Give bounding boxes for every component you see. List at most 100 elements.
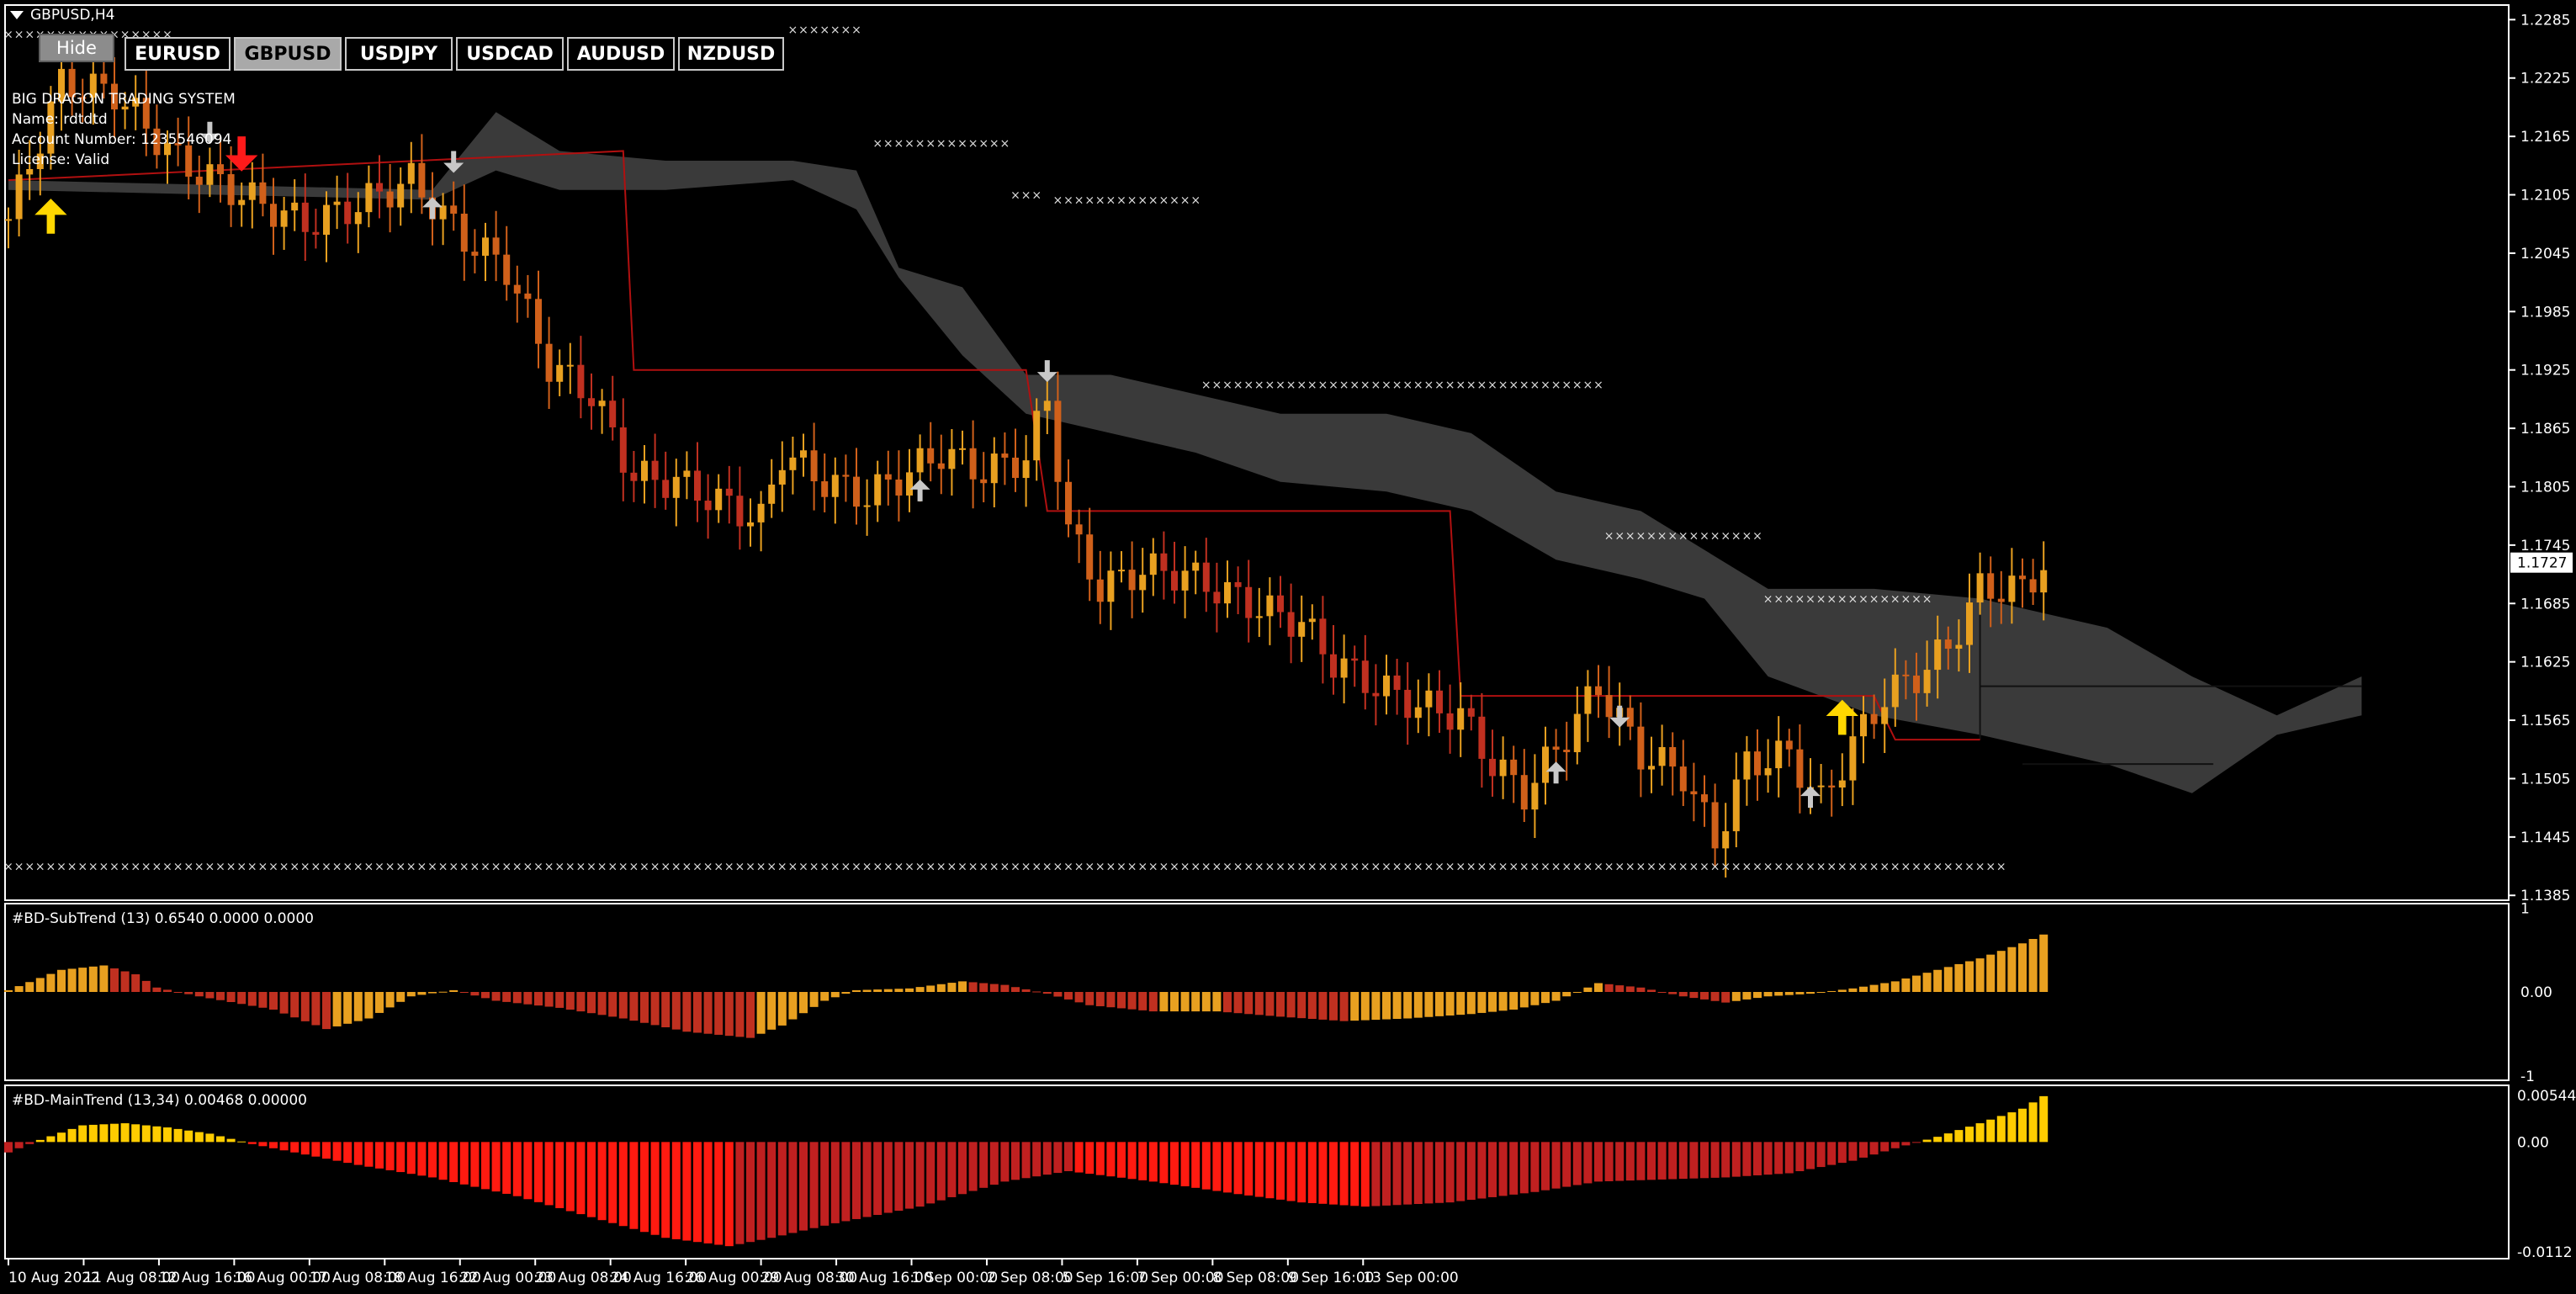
subtrend-bar (1827, 990, 1837, 992)
time-tick-label: 2 Sep 08:00 (987, 1270, 1073, 1286)
signal-x-mark: × (1614, 529, 1625, 543)
symbol-button-nzdusd[interactable]: NZDUSD (678, 37, 784, 71)
candle-body (1669, 746, 1677, 767)
signal-x-mark: × (1381, 861, 1391, 874)
maintrend-bar (99, 1124, 109, 1143)
signal-x-mark: × (109, 29, 119, 42)
signal-x-mark: × (1053, 861, 1063, 874)
symbol-button-eurusd[interactable]: EURUSD (125, 37, 231, 71)
signal-x-mark: × (1583, 861, 1593, 874)
signal-x-mark: × (1349, 379, 1360, 392)
candle-body (482, 237, 489, 256)
maintrend-bar (1042, 1142, 1052, 1175)
maintrend-bar (809, 1142, 819, 1228)
symbol-button-usdcad[interactable]: USDCAD (456, 37, 564, 71)
signal-x-mark: × (1307, 861, 1317, 874)
subtrend-bar (608, 992, 617, 1017)
subtrend-bar (290, 992, 299, 1018)
subtrend-bar (1074, 992, 1084, 1003)
maintrend-bar (1318, 1142, 1328, 1204)
candle-body (1383, 675, 1390, 697)
signal-x-mark: × (894, 137, 904, 151)
signal-x-mark: × (1869, 861, 1879, 874)
subtrend-bar (1625, 986, 1635, 992)
signal-x-mark: × (968, 137, 978, 151)
candle-body (778, 469, 786, 485)
maintrend-bar (1435, 1142, 1444, 1203)
maintrend-bar (905, 1142, 914, 1209)
signal-x-mark: × (1307, 379, 1317, 392)
subtrend-bar (777, 992, 787, 1026)
signal-x-mark: × (183, 861, 193, 874)
window-title[interactable]: GBPUSD,H4 (10, 7, 114, 24)
menu-triangle-icon[interactable] (10, 11, 24, 19)
signal-x-mark: × (1328, 379, 1338, 392)
symbol-button-usdjpy[interactable]: USDJPY (345, 37, 453, 71)
signal-x-mark: × (1604, 529, 1614, 543)
signal-x-mark: × (99, 861, 109, 874)
candle-body (630, 472, 638, 481)
signal-x-mark: × (215, 861, 225, 874)
subtrend-bar (332, 992, 342, 1026)
signal-x-mark: × (1190, 194, 1201, 207)
signal-x-mark: × (915, 137, 925, 151)
subtrend-bar (279, 992, 289, 1014)
signal-x-mark: × (1116, 194, 1126, 207)
signal-x-mark: × (830, 24, 840, 37)
signal-x-mark: × (809, 24, 819, 37)
hide-button[interactable]: Hide (39, 34, 114, 62)
signal-x-mark: × (109, 861, 119, 874)
maintrend-bar (693, 1142, 702, 1243)
signal-x-mark: × (894, 861, 904, 874)
symbol-button-gbpusd[interactable]: GBPUSD (234, 37, 342, 71)
price-tick-label: 1.1385 (2520, 888, 2570, 904)
maintrend-bar (1795, 1142, 1805, 1172)
candle-body (1605, 695, 1613, 718)
current-price-label: 1.1727 (2517, 555, 2567, 572)
maintrend-bar (1551, 1142, 1561, 1189)
candle-body (26, 168, 34, 175)
maintrend-bar (1583, 1142, 1593, 1184)
signal-x-mark: × (1074, 861, 1084, 874)
candle-body (1404, 689, 1412, 719)
maintrend-bar (4, 1142, 13, 1153)
candle-body (609, 400, 617, 427)
candle-body (768, 484, 776, 504)
subtrend-bar (883, 989, 893, 992)
time-tick-label: 5 Sep 16:00 (1062, 1270, 1148, 1286)
time-tick-label: 12 Aug 16:00 (159, 1270, 256, 1286)
signal-x-mark: × (342, 861, 352, 874)
candle-body (1849, 736, 1857, 781)
signal-x-mark: × (1328, 861, 1338, 874)
maintrend-bar (343, 1142, 352, 1164)
candle-body (1033, 411, 1041, 461)
candle-body (2019, 575, 2026, 580)
signal-x-mark: × (268, 861, 278, 874)
signal-x-mark: × (1954, 861, 1964, 874)
candle-body (874, 474, 882, 506)
price-tick-label: 1.1565 (2520, 713, 2570, 729)
signal-x-mark: × (1922, 592, 1932, 606)
subtrend-bar (1318, 992, 1328, 1020)
maintrend-bar (735, 1142, 745, 1244)
candle-body (1096, 579, 1104, 602)
subtrend-bar (1965, 961, 1974, 992)
signal-x-mark: × (1848, 592, 1858, 606)
maintrend-bar (1159, 1142, 1169, 1184)
price-tick-label: 1.2225 (2520, 71, 2570, 88)
arrow-down-icon (199, 121, 220, 144)
signal-x-mark: × (1932, 861, 1943, 874)
symbol-button-audusd[interactable]: AUDUSD (567, 37, 675, 71)
candle-body (1107, 570, 1115, 602)
candle-body (1171, 570, 1178, 591)
candle-body (1351, 658, 1359, 661)
signal-x-mark: × (1360, 379, 1370, 392)
maintrend-bar (587, 1142, 596, 1217)
subtrend-bar (989, 984, 999, 992)
signal-x-mark: × (289, 861, 299, 874)
signal-x-mark: × (1137, 194, 1148, 207)
signal-x-mark: × (1148, 194, 1158, 207)
maintrend-bar (618, 1142, 628, 1227)
signal-x-mark: × (1689, 529, 1699, 543)
signal-x-mark: × (978, 861, 989, 874)
